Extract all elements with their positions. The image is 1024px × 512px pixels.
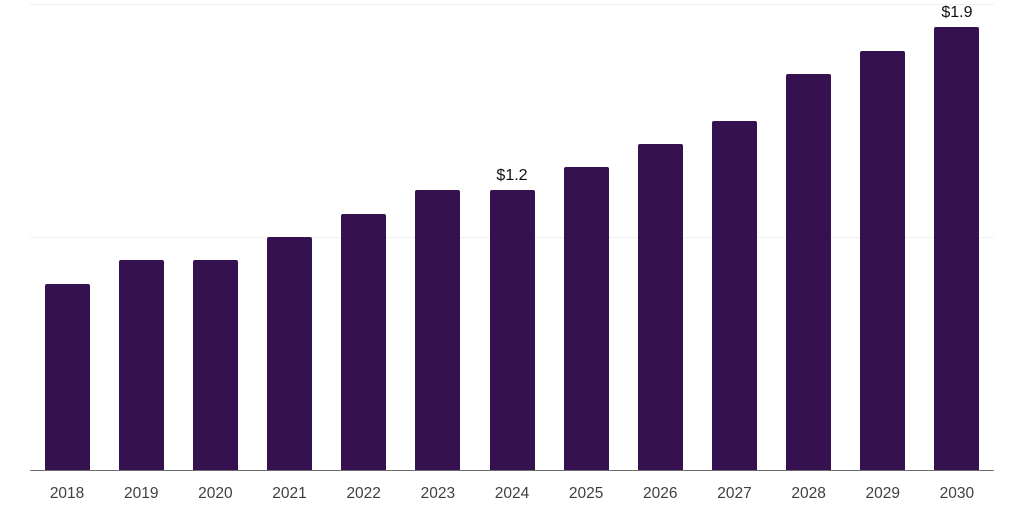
bar-2027 xyxy=(711,120,757,470)
bar-2020 xyxy=(192,260,238,470)
x-tick-label-2030: 2030 xyxy=(939,485,975,502)
x-tick-label-2021: 2021 xyxy=(272,485,307,502)
bar-2028 xyxy=(786,73,832,470)
bar-2029 xyxy=(860,50,906,470)
bar-2021 xyxy=(267,237,313,470)
bar-value-label-2030: $1.9 xyxy=(941,4,973,22)
x-axis-line xyxy=(30,470,994,472)
bar-2030 xyxy=(934,27,980,470)
x-tick-label-2025: 2025 xyxy=(568,485,604,502)
bar-2022 xyxy=(341,213,387,470)
x-tick-label-2020: 2020 xyxy=(198,485,233,502)
bar-2019 xyxy=(118,260,164,470)
bar-2023 xyxy=(415,190,461,470)
x-tick-label-2028: 2028 xyxy=(791,485,826,502)
x-tick-label-2026: 2026 xyxy=(643,485,678,502)
x-tick-label-2022: 2022 xyxy=(346,485,381,502)
x-tick-label-2019: 2019 xyxy=(123,485,159,502)
x-tick-label-2018: 2018 xyxy=(49,485,85,502)
x-tick-label-2027: 2027 xyxy=(717,485,752,502)
x-tick-label-2029: 2029 xyxy=(865,485,900,502)
bar-2018 xyxy=(44,283,90,470)
bar-2026 xyxy=(637,143,683,470)
bar-value-label-2024: $1.2 xyxy=(496,167,528,185)
x-tick-label-2024: 2024 xyxy=(494,485,530,502)
gridline-y-2 xyxy=(30,4,994,5)
bar-2024 xyxy=(489,190,535,470)
x-tick-label-2023: 2023 xyxy=(420,485,456,502)
bar-2025 xyxy=(563,167,609,470)
